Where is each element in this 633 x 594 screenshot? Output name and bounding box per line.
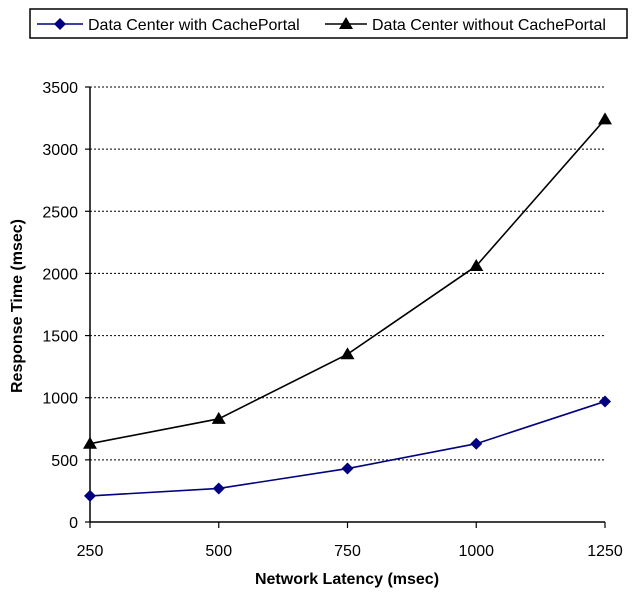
legend-label-series-1: Data Center with CachePortal (88, 17, 300, 34)
data-point-diamond (341, 462, 354, 475)
x-axis-title: Network Latency (msec) (255, 571, 439, 588)
data-point-triangle (211, 411, 226, 424)
y-tick-label: 3000 (42, 142, 78, 159)
x-tick-label: 500 (205, 543, 232, 560)
y-axis-title: Response Time (msec) (9, 219, 26, 393)
legend-label-series-2: Data Center without CachePortal (372, 17, 606, 34)
data-point-diamond (470, 437, 483, 450)
series (83, 112, 612, 502)
y-tick-label: 3500 (42, 80, 78, 97)
data-point-triangle (340, 347, 355, 360)
legend-marker-series-2 (339, 17, 353, 29)
x-tick-label: 750 (334, 543, 361, 560)
y-tick-label: 0 (69, 515, 78, 532)
x-tick-label: 1250 (587, 543, 623, 560)
data-point-diamond (212, 482, 225, 495)
y-tick-label: 2000 (42, 266, 78, 283)
axes (85, 86, 606, 528)
x-tick-label: 1000 (458, 543, 494, 560)
x-tick-label: 250 (77, 543, 104, 560)
y-tick-label: 1500 (42, 329, 78, 346)
y-tick-label: 2500 (42, 204, 78, 221)
data-point-diamond (84, 489, 96, 502)
legend-marker-series-1 (54, 18, 66, 30)
data-point-diamond (599, 395, 611, 408)
legend: Data Center with CachePortal Data Center… (29, 8, 628, 39)
series-line-2 (89, 118, 606, 445)
series-line-1 (89, 400, 606, 497)
y-tick-label: 500 (51, 453, 78, 470)
data-point-triangle (83, 436, 97, 449)
tick-labels: 0 500 1000 1500 2000 2500 3000 3500 250 500 750 100… (42, 80, 622, 560)
y-tick-label: 1000 (42, 391, 78, 408)
data-point-triangle (469, 258, 484, 271)
data-point-triangle (598, 112, 612, 125)
gridlines (90, 86, 605, 461)
